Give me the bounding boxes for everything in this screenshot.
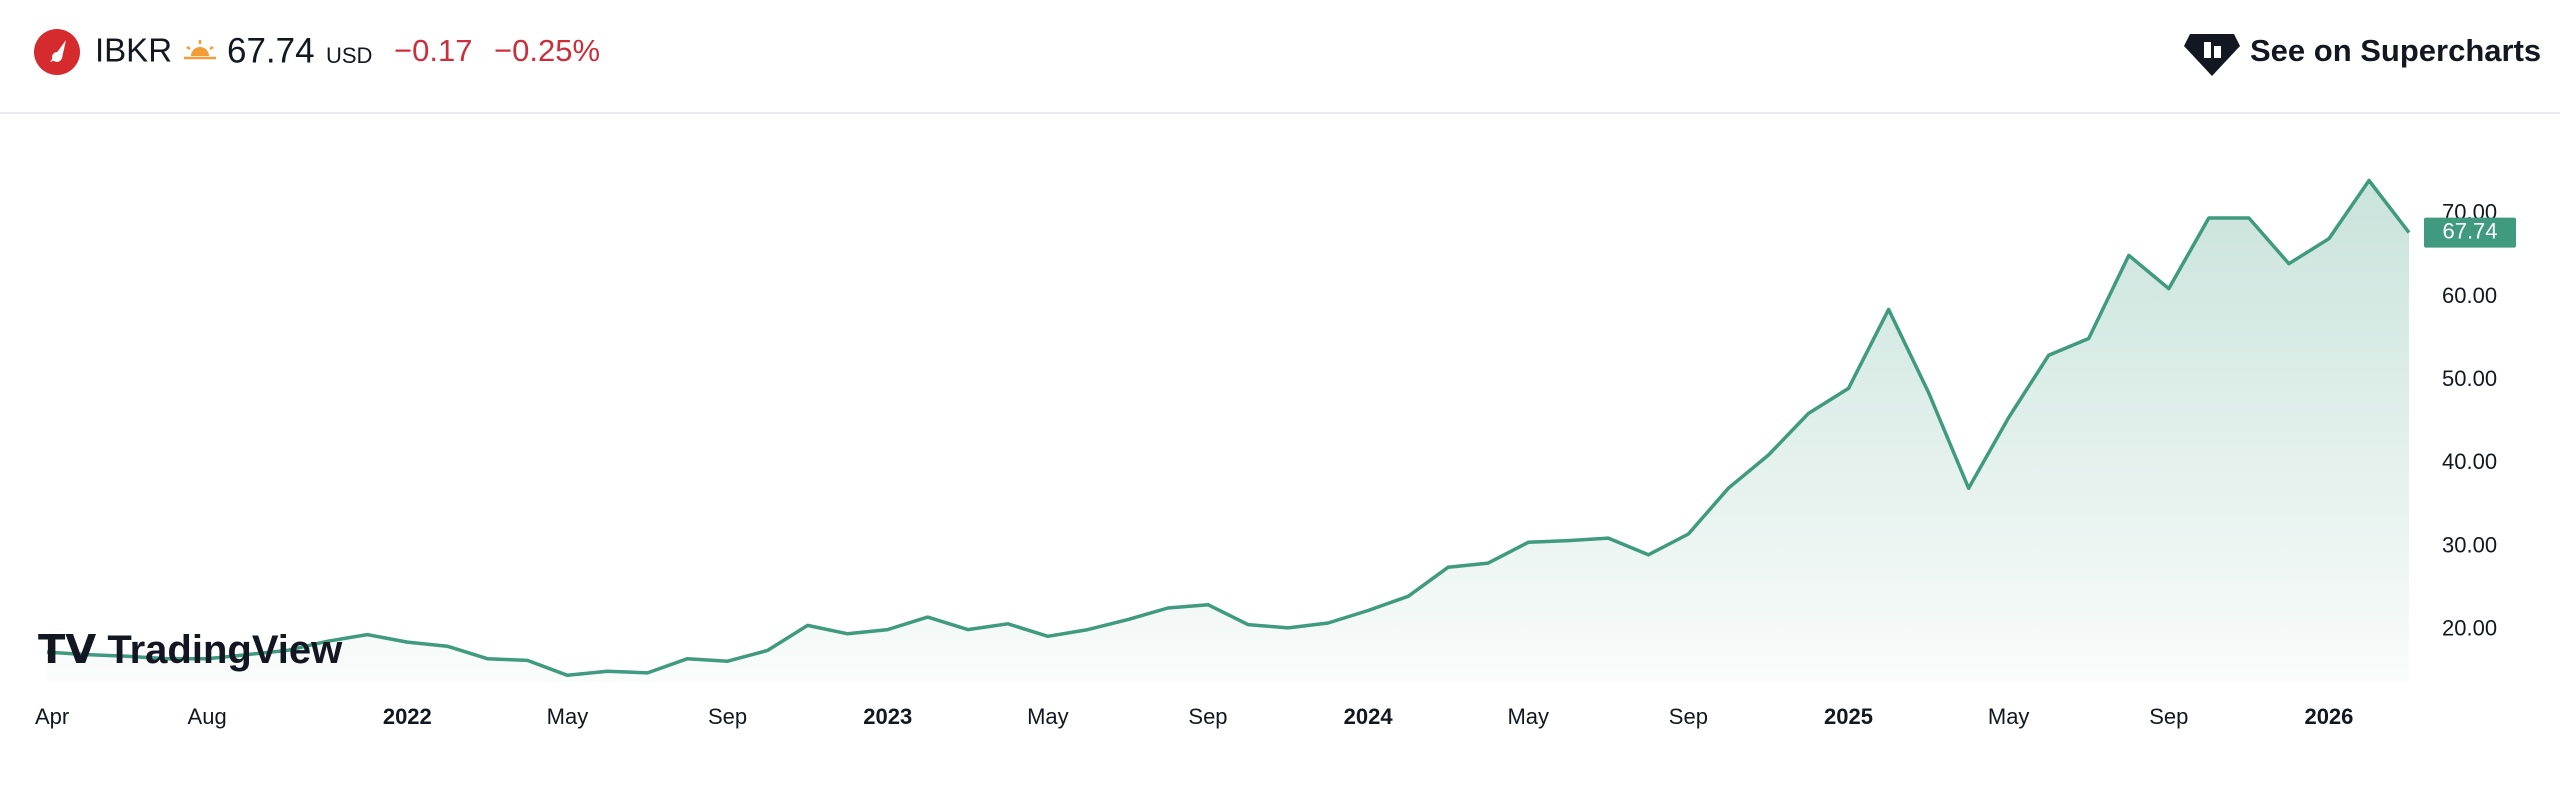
- watermark: 𝗧𝗩 TradingView: [38, 628, 343, 672]
- y-tick-label: 30.00: [2442, 532, 2497, 557]
- x-tick-label: 2025: [1824, 704, 1873, 729]
- x-tick-label: Sep: [2149, 704, 2188, 729]
- logo-dot: [52, 52, 62, 62]
- header: IBKR 67.74 USD −0.17 −0.25% See on Super…: [0, 29, 2560, 114]
- y-tick-label: 20.00: [2442, 615, 2497, 640]
- y-tick-label: 50.00: [2442, 366, 2497, 391]
- x-tick-label: May: [1027, 704, 1069, 729]
- x-tick-label: Aug: [188, 704, 227, 729]
- x-tick-label: Apr: [35, 704, 69, 729]
- x-tick-label: 2023: [863, 704, 912, 729]
- x-tick-label: 2026: [2304, 704, 2353, 729]
- y-tick-label: 40.00: [2442, 449, 2497, 474]
- x-tick-label: 2024: [1344, 704, 1394, 729]
- price: 67.74: [227, 31, 315, 70]
- price-line: [46, 178, 2411, 678]
- y-tick-label: 60.00: [2442, 283, 2497, 308]
- x-tick-label: Sep: [1188, 704, 1227, 729]
- last-price-badge: [2424, 217, 2516, 248]
- area-fill: [47, 180, 2409, 682]
- x-tick-label: 2022: [383, 704, 432, 729]
- x-tick-label: Sep: [1669, 704, 1708, 729]
- x-tick-label: May: [547, 704, 589, 729]
- x-tick-label: May: [1988, 704, 2030, 729]
- link-text[interactable]: See on Supercharts: [2250, 33, 2541, 68]
- watermark-text: TradingView: [107, 628, 343, 672]
- x-tick-label: Sep: [708, 704, 747, 729]
- change-percent: −0.25%: [494, 33, 600, 68]
- supercharts-link[interactable]: See on Supercharts: [2184, 33, 2541, 76]
- last-price-label: 67.74: [2442, 218, 2497, 243]
- symbol: IBKR: [95, 32, 172, 69]
- market-icon: [184, 40, 216, 60]
- x-tick-label: May: [1507, 704, 1549, 729]
- currency: USD: [326, 43, 372, 68]
- change: −0.17: [394, 33, 472, 68]
